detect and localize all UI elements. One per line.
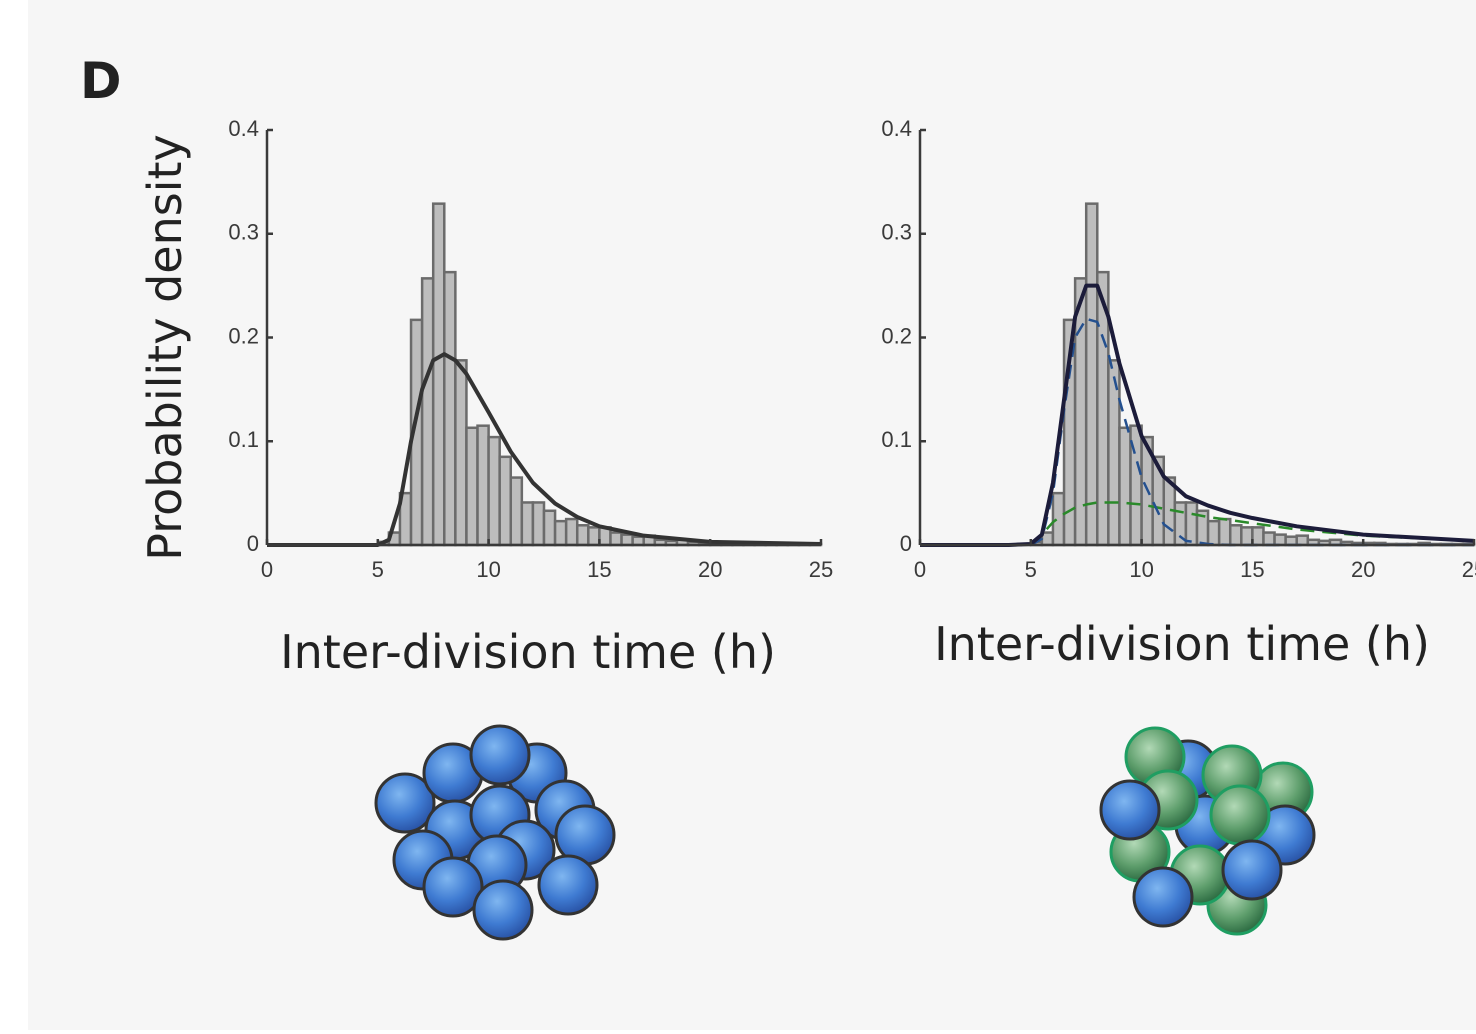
histogram-bar bbox=[531, 501, 546, 547]
histogram-bar bbox=[520, 501, 535, 547]
x-tick-label: 15 bbox=[587, 557, 611, 582]
x-tick-label: 25 bbox=[1462, 557, 1476, 582]
histogram-bar bbox=[465, 426, 479, 547]
histogram-bar bbox=[431, 202, 446, 547]
histogram-bar bbox=[1251, 526, 1265, 547]
histogram-bar bbox=[620, 533, 634, 547]
x-tick-label: 0 bbox=[261, 557, 273, 582]
x-tick-label: 5 bbox=[372, 557, 384, 582]
x-tick-label: 20 bbox=[1351, 557, 1375, 582]
histogram-bar bbox=[1228, 524, 1243, 547]
y-tick-label: 0 bbox=[900, 531, 912, 556]
y-tick-label: 0.4 bbox=[228, 116, 259, 141]
histogram-bar bbox=[1262, 531, 1276, 547]
y-tick-label: 0.1 bbox=[881, 427, 912, 452]
histogram-bar bbox=[575, 524, 590, 547]
x-tick-label: 25 bbox=[809, 557, 833, 582]
histogram-bar bbox=[476, 424, 490, 547]
y-axis-label: Probability density bbox=[138, 134, 192, 560]
x-tick-label: 15 bbox=[1240, 557, 1264, 582]
histogram-bar bbox=[443, 270, 457, 547]
fit-line bbox=[267, 352, 822, 547]
x-axis-label: Inter-division time (h) bbox=[934, 617, 1430, 671]
x-tick-label: 0 bbox=[914, 557, 926, 582]
y-tick-label: 0.3 bbox=[228, 220, 259, 245]
histogram-bar bbox=[1084, 202, 1099, 547]
panel-label: D bbox=[80, 52, 122, 110]
x-tick-label: 10 bbox=[1129, 557, 1153, 582]
y-tick-label: 0.4 bbox=[881, 116, 912, 141]
histogram-bar bbox=[487, 435, 501, 547]
y-tick-label: 0.1 bbox=[228, 427, 259, 452]
fit-line bbox=[920, 501, 1475, 547]
x-tick-label: 20 bbox=[698, 557, 722, 582]
histogram-bar bbox=[1240, 526, 1254, 547]
fit-line bbox=[920, 283, 1475, 547]
histogram-bar bbox=[587, 526, 601, 547]
histogram-bar bbox=[609, 531, 623, 547]
histogram-bar bbox=[420, 277, 435, 547]
histogram-bar bbox=[542, 509, 557, 547]
x-tick-label: 5 bbox=[1025, 557, 1037, 582]
y-tick-label: 0.3 bbox=[881, 220, 912, 245]
histogram-bar bbox=[454, 359, 468, 547]
y-tick-label: 0.2 bbox=[881, 323, 912, 348]
x-axis-label: Inter-division time (h) bbox=[280, 625, 776, 679]
y-tick-label: 0.2 bbox=[228, 323, 259, 348]
cell-cluster-mixed bbox=[1099, 726, 1316, 936]
histogram-bar bbox=[553, 519, 568, 547]
histogram-bar bbox=[1206, 519, 1221, 547]
histogram-bar bbox=[1217, 517, 1232, 547]
histogram-bar bbox=[1118, 426, 1132, 547]
histogram-bar bbox=[498, 455, 513, 547]
histogram-bar bbox=[1295, 534, 1310, 547]
histogram-bar bbox=[564, 517, 579, 547]
histogram-bar bbox=[1051, 491, 1066, 547]
histogram-bar bbox=[1184, 501, 1199, 547]
x-tick-label: 10 bbox=[476, 557, 500, 582]
histogram-bar bbox=[1273, 533, 1287, 547]
cell-cluster-uniform bbox=[374, 724, 616, 941]
y-tick-label: 0 bbox=[247, 531, 259, 556]
histogram-bar bbox=[509, 476, 524, 547]
